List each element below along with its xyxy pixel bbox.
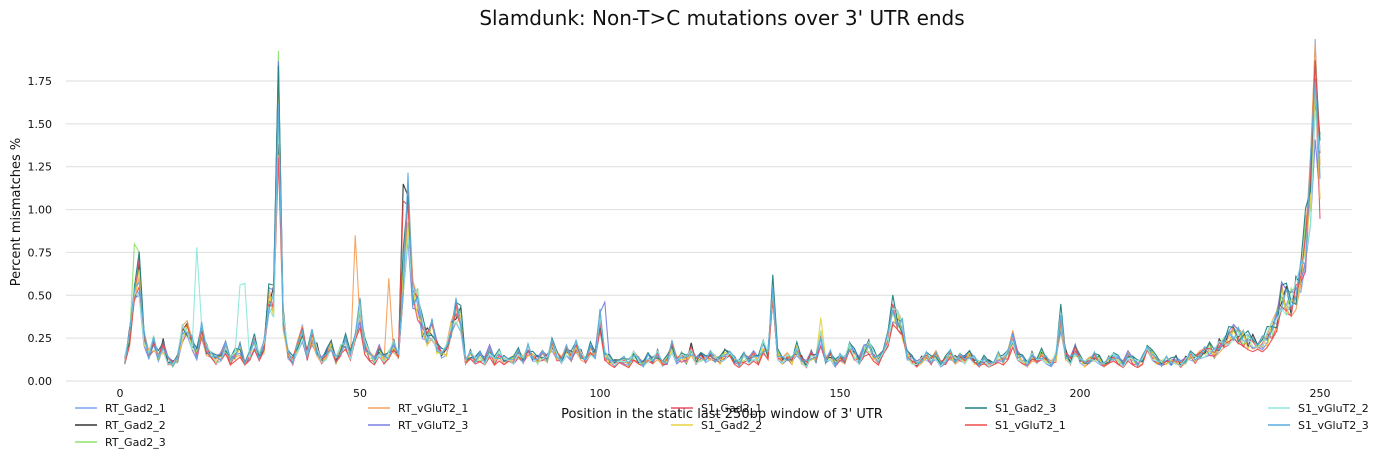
x-tick-label: 200 [1070,387,1091,400]
y-axis-label: Percent mismatches % [9,138,24,286]
y-axis-ticks: 0.00 0.25 0.50 0.75 1.00 1.25 1.50 1.75 [28,75,53,388]
x-tick-label: 100 [590,387,611,400]
series-line-S1_Gad2_2 [124,80,1321,369]
series-line-S1_vGluT2_2 [124,110,1321,368]
legend-label: RT_vGluT2_1 [398,402,468,415]
y-tick-label: 1.25 [28,161,53,174]
legend-label: RT_Gad2_1 [105,402,166,415]
series-line-S1_vGluT2_1 [124,60,1321,369]
legend: RT_Gad2_1 RT_Gad2_2 RT_Gad2_3 RT_vGluT2_1 RT… [75,402,1369,449]
series-line-RT_Gad2_2 [124,101,1321,368]
legend-label: S1_vGluT2_3 [1298,419,1369,432]
chart-title: Slamdunk: Non-T>C mutations over 3' UTR … [479,6,964,30]
legend-item-RT_Gad2_3[interactable]: RT_Gad2_3 [75,436,166,449]
x-tick-label: 250 [1310,387,1331,400]
series-line-RT_Gad2_1 [124,38,1321,368]
series-line-S1_Gad2_1 [124,78,1321,369]
legend-item-RT_Gad2_2[interactable]: RT_Gad2_2 [75,419,166,432]
legend-label: RT_Gad2_3 [105,436,166,449]
legend-item-S1_vGluT2_1[interactable]: S1_vGluT2_1 [965,419,1066,432]
series-line-S1_Gad2_3 [124,60,1321,368]
legend-item-S1_Gad2_2[interactable]: S1_Gad2_2 [671,419,762,432]
legend-label: RT_Gad2_2 [105,419,166,432]
legend-label: S1_Gad2_2 [701,419,762,432]
x-axis-label: Position in the static last 250bp window… [561,407,883,422]
series-line-RT_Gad2_3 [124,50,1321,368]
legend-label: S1_vGluT2_1 [995,419,1066,432]
y-tick-label: 0.75 [28,246,53,259]
legend-item-S1_Gad2_1[interactable]: S1_Gad2_1 [671,402,762,415]
x-tick-label: 50 [353,387,367,400]
legend-label: S1_vGluT2_2 [1298,402,1369,415]
legend-label: RT_vGluT2_3 [398,419,468,432]
legend-item-S1_vGluT2_2[interactable]: S1_vGluT2_2 [1268,402,1369,415]
legend-label: S1_Gad2_1 [701,402,762,415]
series-lines [124,38,1321,369]
series-line-S1_vGluT2_3 [124,80,1321,369]
legend-label: S1_Gad2_3 [995,402,1056,415]
y-tick-label: 1.00 [28,204,53,217]
legend-item-S1_Gad2_3[interactable]: S1_Gad2_3 [965,402,1056,415]
legend-item-RT_Gad2_1[interactable]: RT_Gad2_1 [75,402,166,415]
series-line-RT_vGluT2_1 [124,43,1321,368]
y-tick-label: 1.75 [28,75,53,88]
legend-item-RT_vGluT2_1[interactable]: RT_vGluT2_1 [368,402,468,415]
legend-item-S1_vGluT2_3[interactable]: S1_vGluT2_3 [1268,419,1369,432]
series-line-RT_vGluT2_3 [124,61,1321,368]
x-axis-ticks: 0 50 100 150 200 250 [117,387,1331,400]
legend-item-RT_vGluT2_3[interactable]: RT_vGluT2_3 [368,419,468,432]
y-tick-label: 0.50 [28,289,53,302]
y-tick-label: 0.00 [28,375,53,388]
gridlines [66,80,1352,382]
y-tick-label: 1.50 [28,118,53,131]
x-tick-label: 150 [830,387,851,400]
x-tick-label: 0 [117,387,124,400]
y-tick-label: 0.25 [28,332,53,345]
